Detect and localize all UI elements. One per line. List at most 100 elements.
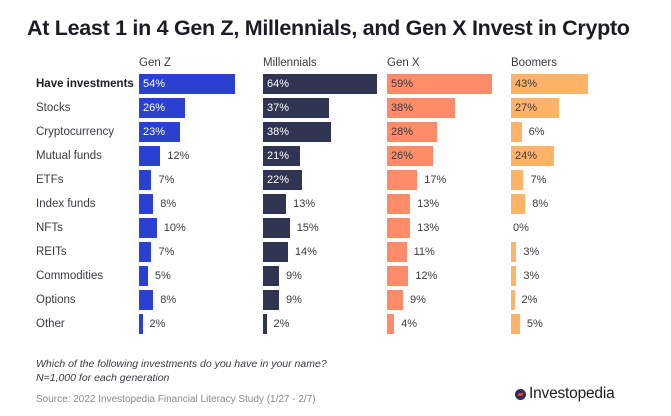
bar bbox=[263, 146, 301, 166]
bar bbox=[511, 122, 522, 142]
data-label: 21% bbox=[267, 150, 290, 162]
data-label: 13% bbox=[293, 198, 316, 210]
data-label: 0% bbox=[513, 222, 529, 234]
bar bbox=[387, 314, 395, 334]
data-label: 28% bbox=[391, 126, 414, 138]
bar bbox=[139, 290, 154, 310]
bar bbox=[387, 266, 409, 286]
category-label: Mutual funds bbox=[36, 150, 102, 162]
bar bbox=[387, 218, 411, 238]
category-label: Index funds bbox=[36, 198, 96, 210]
bar bbox=[139, 74, 236, 94]
bar bbox=[387, 242, 407, 262]
data-label: 37% bbox=[267, 102, 290, 114]
data-label: 22% bbox=[267, 174, 290, 186]
data-label: 13% bbox=[417, 198, 440, 210]
data-label: 7% bbox=[530, 174, 547, 186]
bar bbox=[511, 170, 524, 190]
data-label: 11% bbox=[413, 246, 435, 258]
bar bbox=[387, 146, 434, 166]
bar bbox=[511, 74, 588, 94]
category-label: Cryptocurrency bbox=[36, 126, 114, 138]
bar bbox=[139, 314, 143, 334]
data-label: 2% bbox=[521, 294, 538, 306]
data-label: 5% bbox=[154, 270, 171, 282]
bar bbox=[387, 290, 404, 310]
data-label: 8% bbox=[160, 198, 177, 210]
bar bbox=[511, 290, 515, 310]
bar bbox=[511, 242, 517, 262]
data-label: 7% bbox=[158, 246, 175, 258]
bar bbox=[139, 122, 180, 142]
data-label: 59% bbox=[391, 78, 414, 90]
bar bbox=[263, 74, 377, 94]
data-label: 9% bbox=[410, 294, 426, 306]
series-header-boomers: Boomers bbox=[511, 57, 558, 69]
data-label: 7% bbox=[158, 174, 175, 186]
data-label: 43% bbox=[515, 78, 538, 90]
data-label: 3% bbox=[523, 246, 540, 258]
category-label: Stocks bbox=[36, 102, 71, 114]
bar bbox=[263, 170, 303, 190]
series-header-gen-z: Gen Z bbox=[139, 57, 171, 69]
bar bbox=[263, 266, 280, 286]
data-label: 26% bbox=[391, 150, 414, 162]
category-label: Other bbox=[36, 318, 65, 330]
bar bbox=[263, 290, 280, 310]
data-label: 8% bbox=[160, 294, 177, 306]
bar bbox=[139, 218, 157, 238]
category-label: REITs bbox=[36, 246, 67, 258]
investopedia-logo: Investopedia bbox=[515, 385, 615, 403]
series-header-millennials: Millennials bbox=[263, 57, 317, 69]
data-label: 38% bbox=[267, 126, 290, 138]
data-label: 9% bbox=[286, 294, 302, 306]
category-label: ETFs bbox=[36, 174, 64, 186]
bar bbox=[511, 314, 520, 334]
data-label: 27% bbox=[515, 102, 538, 114]
logo-text: Investopedia bbox=[529, 385, 615, 402]
bar bbox=[139, 146, 161, 166]
data-label: 5% bbox=[526, 318, 543, 330]
chart-title: At Least 1 in 4 Gen Z, Millennials, and … bbox=[27, 16, 630, 40]
data-label: 13% bbox=[417, 222, 440, 234]
bar bbox=[511, 146, 554, 166]
data-label: 64% bbox=[267, 78, 290, 90]
data-label: 9% bbox=[286, 270, 302, 282]
data-label: 2% bbox=[273, 318, 290, 330]
data-label: 8% bbox=[532, 198, 549, 210]
bar bbox=[387, 170, 418, 190]
bar bbox=[263, 218, 290, 238]
data-label: 54% bbox=[143, 78, 166, 90]
data-label: 2% bbox=[149, 318, 166, 330]
bar bbox=[511, 98, 560, 118]
bar bbox=[387, 98, 455, 118]
bar bbox=[263, 98, 329, 118]
data-label: 15% bbox=[296, 222, 319, 234]
data-label: 4% bbox=[401, 318, 418, 330]
bar bbox=[387, 194, 411, 214]
category-label: Commodities bbox=[36, 270, 104, 282]
bar bbox=[263, 194, 287, 214]
bar bbox=[139, 98, 186, 118]
chart-note: Which of the following investments do yo… bbox=[36, 357, 327, 385]
series-header-gen-x: Gen X bbox=[387, 57, 420, 69]
bar bbox=[387, 74, 493, 94]
category-label: Options bbox=[36, 294, 76, 306]
investopedia-logo-icon bbox=[515, 388, 526, 400]
category-label: NFTs bbox=[36, 222, 63, 234]
bar bbox=[139, 242, 152, 262]
data-label: 3% bbox=[523, 270, 540, 282]
bar bbox=[263, 122, 331, 142]
data-label: 38% bbox=[391, 102, 414, 114]
sample-size-text: N=1,000 for each generation bbox=[36, 372, 170, 384]
data-label: 6% bbox=[528, 126, 545, 138]
source-text: Source: 2022 Investopedia Financial Lite… bbox=[36, 394, 316, 405]
category-label: Have investments bbox=[36, 78, 134, 90]
data-label: 12% bbox=[415, 270, 438, 282]
bar bbox=[263, 314, 267, 334]
data-label: 12% bbox=[167, 150, 190, 162]
data-label: 14% bbox=[294, 246, 317, 258]
bar bbox=[263, 242, 288, 262]
data-label: 24% bbox=[515, 150, 538, 162]
data-label: 23% bbox=[143, 126, 166, 138]
